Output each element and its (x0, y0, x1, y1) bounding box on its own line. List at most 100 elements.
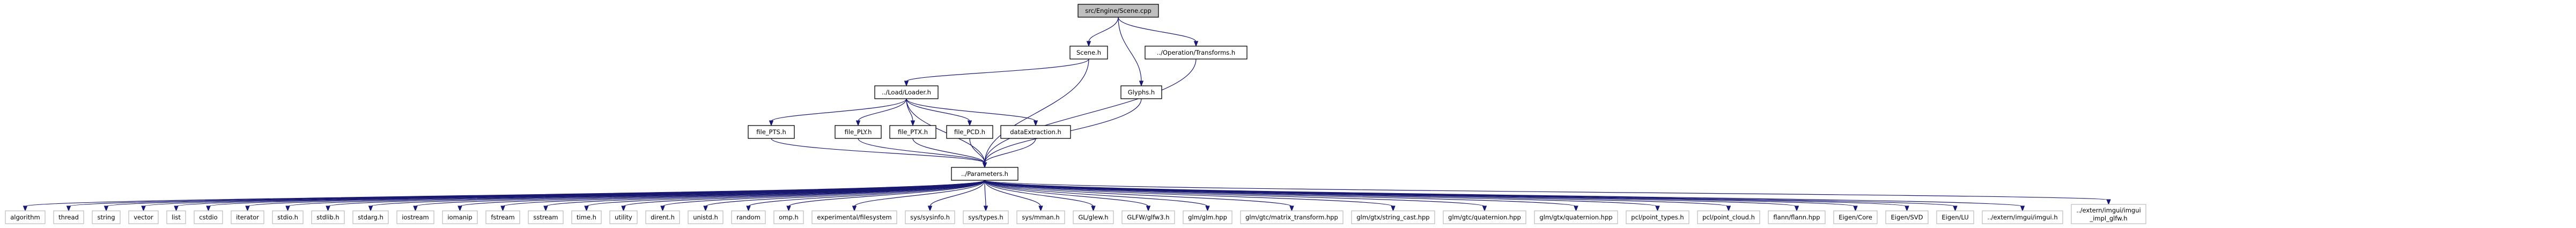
node-list[interactable]: list (166, 210, 186, 224)
node-glyphs-h[interactable]: Glyphs.h (1120, 85, 1162, 99)
node-dirent-h[interactable]: dirent.h (645, 210, 680, 224)
node-box (1697, 210, 1760, 224)
node-label: sstream (533, 214, 558, 221)
node-exp-fs[interactable]: experimental/filesystem (811, 210, 897, 224)
node-imgui-glfw[interactable]: ../extern/imgui/imgui_impl_glfw.h (2071, 204, 2146, 224)
node-label: flann/flann.hpp (1773, 214, 1820, 221)
node-scene-h[interactable]: Scene.h (1069, 46, 1108, 60)
edge-file_ptx2-to-parameters_h (912, 138, 985, 164)
node-box (946, 125, 993, 139)
node-label: time.h (577, 214, 596, 221)
arrowhead-parameters_h-to-random (746, 205, 751, 212)
node-label: pcl/point_types.h (1631, 214, 1684, 221)
node-omp-h[interactable]: omp.h (773, 210, 804, 224)
edge-parameters_h-to-glm_gtc_quat (984, 180, 1485, 207)
arrowhead-scene_cpp-to-glyphs_h (1139, 80, 1144, 87)
node-box (748, 125, 795, 139)
edge-scene_h-to-loader_h (906, 58, 1089, 82)
node-transforms-h[interactable]: ../Operation/Transforms.h (1145, 46, 1248, 60)
arrowhead-parameters_h-to-glfw (1146, 205, 1151, 212)
edge-parameters_h-to-eigen_lu (984, 180, 1956, 207)
node-box (1069, 46, 1108, 60)
edge-transforms_h-to-parameters_h (984, 58, 1197, 164)
arrowhead-parameters_h-to-imgui (2020, 205, 2025, 212)
node-sstream[interactable]: sstream (528, 210, 564, 224)
node-glm-matrix[interactable]: glm/gtc/matrix_transform.hpp (1240, 210, 1344, 224)
node-box (1016, 210, 1065, 224)
edge-parameters_h-to-random (748, 180, 985, 207)
arrowhead-loader_h-to-file_pcd (967, 120, 972, 127)
node-glm-stringcast[interactable]: glm/gtx/string_cast.hpp (1351, 210, 1435, 224)
node-stdlib-h[interactable]: stdlib.h (311, 210, 345, 224)
arrowhead-parameters_h-to-iomanip (457, 205, 462, 212)
node-iterator[interactable]: iterator (231, 210, 264, 224)
node-box (951, 167, 1018, 181)
node-sys-types[interactable]: sys/types.h (963, 210, 1009, 224)
arrowhead-parameters_h-to-list (174, 205, 179, 212)
node-label: dirent.h (651, 214, 675, 221)
node-box (1351, 210, 1435, 224)
node-glm-gtc-quat[interactable]: glm/gtc/quaternion.hpp (1443, 210, 1526, 224)
edge-parameters_h-to-imgui_glfw (984, 180, 2109, 201)
node-glm-gtx-quat[interactable]: glm/gtx/quaternion.hpp (1534, 210, 1618, 224)
node-flann[interactable]: flann/flann.hpp (1768, 210, 1826, 224)
node-label: glm/gtc/matrix_transform.hpp (1245, 214, 1338, 221)
node-glm-hpp[interactable]: glm/glm.hpp (1183, 210, 1232, 224)
node-stdarg-h[interactable]: stdarg.h (352, 210, 389, 224)
node-unistd-h[interactable]: unistd.h (688, 210, 724, 224)
node-iostream[interactable]: iostream (396, 210, 434, 224)
node-eigen-lu[interactable]: Eigen/LU (1936, 210, 1974, 224)
node-label: experimental/filesystem (817, 214, 891, 221)
node-loader-h[interactable]: ../Load/Loader.h (874, 85, 939, 99)
node-box (272, 210, 304, 224)
node-box (811, 210, 897, 224)
node-glfw[interactable]: GLFW/glfw3.h (1121, 210, 1175, 224)
node-imgui[interactable]: ../extern/imgui/imgui.h (1982, 210, 2063, 224)
node-gl-glew[interactable]: GL/glew.h (1073, 210, 1114, 224)
node-vector[interactable]: vector (128, 210, 159, 224)
node-file-pts[interactable]: file_PTS.h (748, 125, 795, 139)
node-pcl-cloud[interactable]: pcl/point_cloud.h (1697, 210, 1760, 224)
node-file-ptx2[interactable]: file_PTX.h (889, 125, 936, 139)
node-label: iterator (236, 214, 259, 221)
node-file-pcd[interactable]: file_PCD.h (946, 125, 993, 139)
node-random[interactable]: random (731, 210, 766, 224)
arrowhead-parameters_h-to-sys_types (983, 205, 988, 212)
node-time-h[interactable]: time.h (571, 210, 602, 224)
edge-file_pts-to-parameters_h (771, 138, 985, 164)
node-eigen-core[interactable]: Eigen/Core (1833, 210, 1878, 224)
edge-loader_h-to-parameters_h (906, 98, 985, 164)
node-scene-cpp[interactable]: src/Engine/Scene.cpp (1077, 4, 1159, 18)
node-pcl-types[interactable]: pcl/point_types.h (1626, 210, 1689, 224)
edge-file_pcd-to-parameters_h (969, 138, 985, 164)
node-fstream[interactable]: fstream (485, 210, 520, 224)
arrowhead-loader_h-to-file_ptx2 (910, 120, 916, 127)
node-algorithm[interactable]: algorithm (5, 210, 46, 224)
node-eigen-svd[interactable]: Eigen/SVD (1885, 210, 1929, 224)
arrowhead-scene_h-to-loader_h (904, 80, 909, 87)
node-box (1073, 210, 1114, 224)
node-file-ptx[interactable]: file_PLY.h (835, 125, 882, 139)
node-box (571, 210, 602, 224)
arrowhead-parameters_h-to-glm_stringcast (1391, 205, 1396, 212)
node-thread[interactable]: thread (53, 210, 84, 224)
node-box (53, 210, 84, 224)
node-parameters-h[interactable]: ../Parameters.h (951, 167, 1018, 181)
node-box (2071, 204, 2146, 224)
node-box (128, 210, 159, 224)
node-label: stdarg.h (358, 214, 383, 221)
node-string[interactable]: string (92, 210, 121, 224)
node-sys-sysinfo[interactable]: sys/sysinfo.h (905, 210, 955, 224)
node-iomanip[interactable]: iomanip (442, 210, 478, 224)
node-label: _impl_glfw.h (2089, 215, 2127, 222)
node-stdio-h[interactable]: stdio.h (272, 210, 304, 224)
dependency-edges (23, 17, 2111, 212)
node-box (609, 210, 638, 224)
node-dataextraction[interactable]: dataExtraction.h (1000, 125, 1071, 139)
edge-parameters_h-to-glfw (984, 180, 1149, 207)
arrowhead-parameters_h-to-sstream (543, 205, 548, 212)
node-cstdio[interactable]: cstdio (194, 210, 223, 224)
node-utility[interactable]: utility (609, 210, 638, 224)
node-sys-mman[interactable]: sys/mman.h (1016, 210, 1065, 224)
node-box (1000, 125, 1071, 139)
